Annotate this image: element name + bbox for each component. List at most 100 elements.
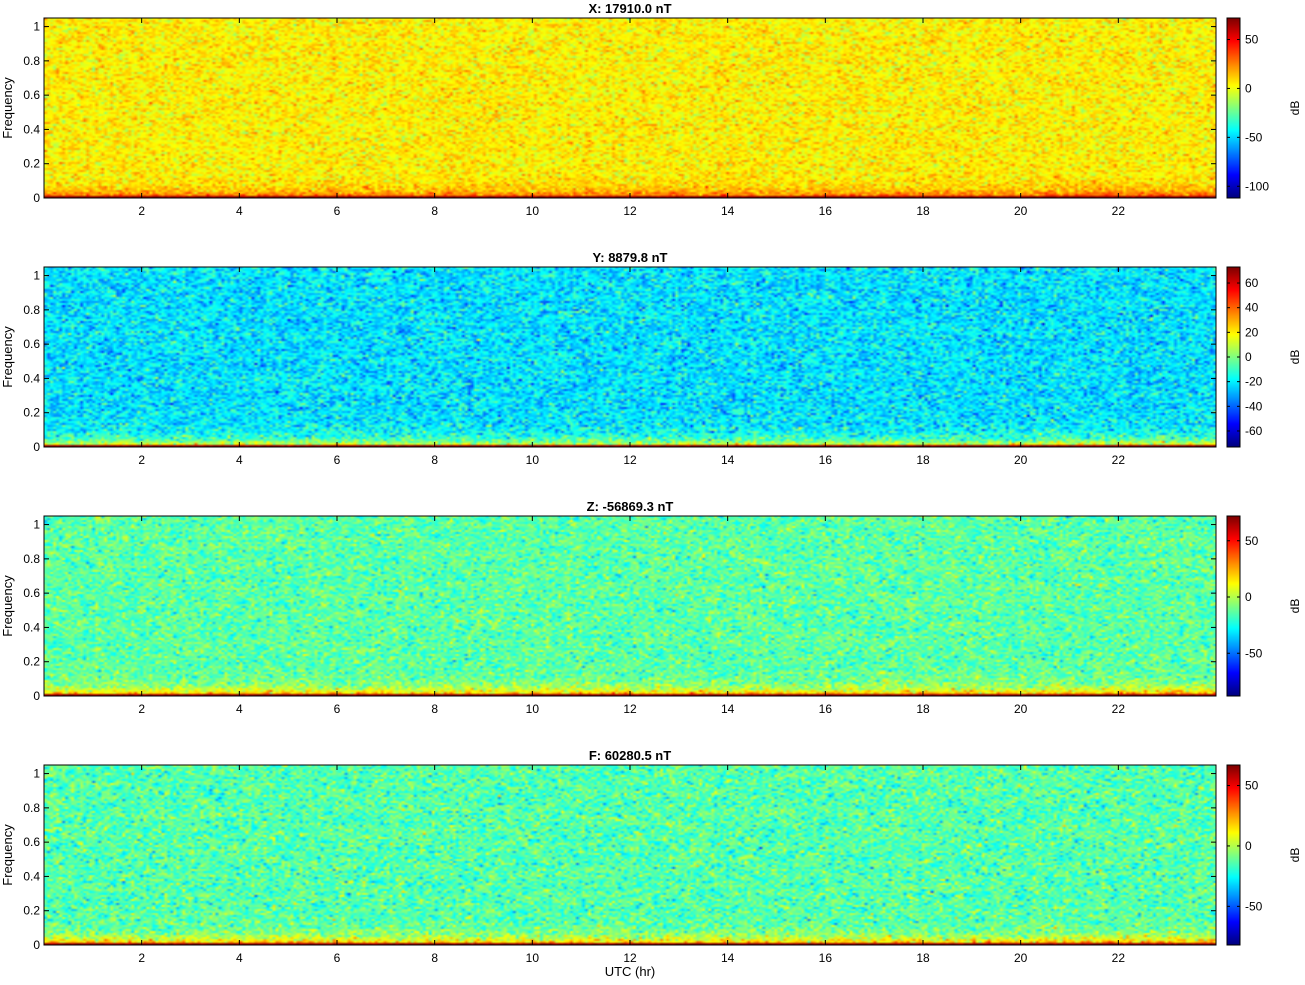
x-tick-label: 10	[526, 204, 540, 218]
x-tick-label: 2	[138, 204, 145, 218]
spectrogram-heatmap	[44, 516, 1216, 696]
spectrogram-panel: 2 4 6 8 10 12 14 16 18 20 22 0 0.2 0.4 0.6 0.8 1 Z: -5686…	[0, 499, 1302, 716]
colorbar	[1227, 267, 1240, 447]
x-tick-label: 16	[819, 951, 833, 965]
x-tick-label: 12	[623, 951, 637, 965]
x-tick-label: 22	[1112, 951, 1126, 965]
x-tick-label: 4	[236, 453, 243, 467]
y-tick-label: 0.6	[23, 88, 40, 102]
x-tick-label: 6	[334, 204, 341, 218]
y-tick-label: 0.8	[23, 303, 40, 317]
colorbar-tick-label: 60	[1245, 276, 1259, 290]
x-tick-label: 16	[819, 204, 833, 218]
colorbar-tick-label: 0	[1245, 350, 1252, 364]
colorbar-tick-label: 50	[1245, 33, 1259, 47]
panel-title: F: 60280.5 nT	[589, 748, 671, 763]
colorbar-tick-label: -50	[1245, 646, 1263, 660]
x-tick-label: 12	[623, 453, 637, 467]
colorbar	[1227, 516, 1240, 696]
colorbar-tick-label: 0	[1245, 81, 1252, 95]
colorbar-frame	[1226, 17, 1241, 199]
x-tick-label: 22	[1112, 453, 1126, 467]
x-tick-label: 6	[334, 951, 341, 965]
x-tick-label: 18	[916, 204, 930, 218]
colorbar-tick-label: -40	[1245, 399, 1263, 413]
colorbar-tick-label: -50	[1245, 899, 1263, 913]
y-tick-label: 0.4	[23, 122, 40, 136]
panel-title: X: 17910.0 nT	[588, 1, 671, 16]
x-tick-label: 14	[721, 204, 735, 218]
y-axis-label: Frequency	[0, 326, 15, 388]
x-tick-label: 14	[721, 702, 735, 716]
spectrogram-heatmap	[44, 18, 1216, 198]
colorbar-frame	[1226, 764, 1241, 946]
x-tick-label: 18	[916, 702, 930, 716]
x-tick-label: 4	[236, 702, 243, 716]
x-tick-label: 20	[1014, 702, 1028, 716]
y-tick-label: 0.4	[23, 620, 40, 634]
colorbar	[1227, 18, 1240, 198]
colorbar-tick-label: 40	[1245, 301, 1259, 315]
x-tick-label: 18	[916, 453, 930, 467]
colorbar	[1227, 765, 1240, 945]
x-tick-label: 20	[1014, 204, 1028, 218]
x-axis-label: UTC (hr)	[605, 964, 656, 979]
colorbar-frame	[1226, 515, 1241, 697]
y-tick-label: 0.8	[23, 54, 40, 68]
y-tick-label: 0.2	[23, 157, 40, 171]
y-axis-label: Frequency	[0, 77, 15, 139]
y-tick-label: 0	[33, 191, 40, 205]
spectrogram-heatmap	[44, 765, 1216, 945]
x-tick-label: 2	[138, 453, 145, 467]
colorbar-tick-label: 50	[1245, 534, 1259, 548]
panel-title: Y: 8879.8 nT	[593, 250, 668, 265]
x-tick-label: 16	[819, 453, 833, 467]
colorbar-tick-label: -50	[1245, 130, 1263, 144]
y-tick-label: 1	[33, 518, 40, 532]
x-tick-label: 2	[138, 702, 145, 716]
spectrogram-panel: 2 4 6 8 10 12 14 16 18 20 22 0 0.2 0.4 0.6 0.8 1 F: 60280…	[0, 748, 1302, 965]
colorbar-tick-label: 50	[1245, 779, 1259, 793]
x-tick-label: 10	[526, 453, 540, 467]
y-tick-label: 0.4	[23, 371, 40, 385]
x-tick-label: 4	[236, 204, 243, 218]
y-tick-label: 0.6	[23, 835, 40, 849]
x-tick-label: 22	[1112, 204, 1126, 218]
spectrogram-panel: 2 4 6 8 10 12 14 16 18 20 22 0 0.2 0.4 0.6 0.8 1 Y: 8879.…	[0, 250, 1302, 467]
x-tick-label: 6	[334, 453, 341, 467]
x-tick-label: 14	[721, 453, 735, 467]
y-tick-label: 0	[33, 689, 40, 703]
x-tick-label: 8	[431, 702, 438, 716]
y-tick-label: 0	[33, 440, 40, 454]
x-tick-label: 18	[916, 951, 930, 965]
colorbar-tick-label: 20	[1245, 325, 1259, 339]
y-tick-label: 0.6	[23, 586, 40, 600]
y-tick-label: 0	[33, 938, 40, 952]
y-tick-label: 0.2	[23, 406, 40, 420]
x-tick-label: 20	[1014, 951, 1028, 965]
spectrogram-panel: 2 4 6 8 10 12 14 16 18 20 22 0 0.2 0.4 0.6 0.8 1 X: 17910…	[0, 1, 1302, 218]
colorbar-tick-label: 0	[1245, 590, 1252, 604]
x-tick-label: 4	[236, 951, 243, 965]
x-tick-label: 6	[334, 702, 341, 716]
y-tick-label: 0.8	[23, 552, 40, 566]
x-tick-label: 16	[819, 702, 833, 716]
colorbar-label: dB	[1288, 101, 1302, 116]
x-tick-label: 10	[526, 702, 540, 716]
x-tick-label: 14	[721, 951, 735, 965]
colorbar-label: dB	[1288, 350, 1302, 365]
x-tick-label: 12	[623, 702, 637, 716]
x-tick-label: 12	[623, 204, 637, 218]
y-tick-label: 0.6	[23, 337, 40, 351]
x-tick-label: 22	[1112, 702, 1126, 716]
x-tick-label: 20	[1014, 453, 1028, 467]
x-tick-label: 8	[431, 951, 438, 965]
y-tick-label: 1	[33, 767, 40, 781]
y-tick-label: 1	[33, 269, 40, 283]
y-axis-label: Frequency	[0, 575, 15, 637]
y-axis-label: Frequency	[0, 824, 15, 886]
y-tick-label: 0.2	[23, 655, 40, 669]
colorbar-tick-label: -20	[1245, 375, 1263, 389]
